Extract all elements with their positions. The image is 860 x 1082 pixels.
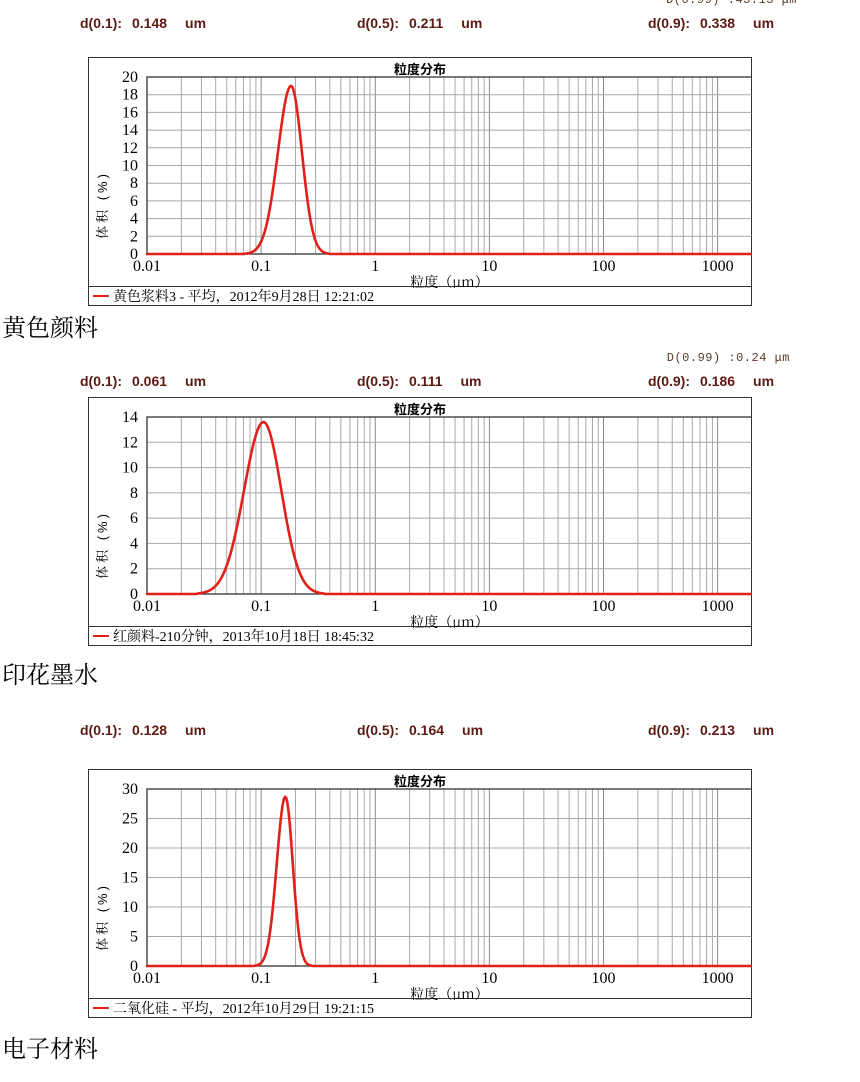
svg-text:100: 100 bbox=[592, 598, 616, 615]
svg-text:4: 4 bbox=[130, 211, 138, 228]
svg-text:4: 4 bbox=[130, 535, 138, 552]
svg-text:100: 100 bbox=[592, 258, 616, 275]
svg-text:10: 10 bbox=[122, 899, 138, 916]
svg-text:0.01: 0.01 bbox=[133, 970, 161, 987]
svg-text:1000: 1000 bbox=[702, 258, 734, 275]
svg-text:0.01: 0.01 bbox=[133, 598, 161, 615]
svg-text:0.1: 0.1 bbox=[251, 598, 271, 615]
svg-text:0.1: 0.1 bbox=[251, 970, 271, 987]
svg-text:10: 10 bbox=[122, 158, 138, 175]
svg-text:8: 8 bbox=[130, 485, 138, 502]
svg-text:12: 12 bbox=[122, 434, 138, 451]
svg-text:1000: 1000 bbox=[702, 598, 734, 615]
svg-text:1000: 1000 bbox=[702, 970, 734, 987]
svg-text:18: 18 bbox=[122, 87, 138, 104]
svg-text:1: 1 bbox=[371, 970, 379, 987]
svg-text:8: 8 bbox=[130, 175, 138, 192]
svg-text:5: 5 bbox=[130, 929, 138, 946]
svg-text:1: 1 bbox=[371, 598, 379, 615]
svg-text:6: 6 bbox=[130, 510, 138, 527]
svg-text:14: 14 bbox=[122, 122, 138, 139]
svg-text:1: 1 bbox=[371, 258, 379, 275]
svg-text:粒度（μm）: 粒度（μm） bbox=[410, 272, 488, 288]
svg-text:10: 10 bbox=[122, 460, 138, 477]
svg-text:2: 2 bbox=[130, 561, 138, 578]
svg-text:16: 16 bbox=[122, 104, 138, 121]
svg-text:粒度（μm）: 粒度（μm） bbox=[410, 984, 488, 1000]
svg-text:100: 100 bbox=[592, 970, 616, 987]
svg-text:粒度（μm）: 粒度（μm） bbox=[410, 612, 488, 628]
svg-text:12: 12 bbox=[122, 140, 138, 157]
svg-text:2: 2 bbox=[130, 228, 138, 245]
svg-text:25: 25 bbox=[122, 811, 138, 828]
svg-text:0.01: 0.01 bbox=[133, 258, 161, 275]
svg-text:15: 15 bbox=[122, 870, 138, 887]
svg-text:0.1: 0.1 bbox=[251, 258, 271, 275]
svg-text:20: 20 bbox=[122, 840, 138, 857]
svg-text:6: 6 bbox=[130, 193, 138, 210]
